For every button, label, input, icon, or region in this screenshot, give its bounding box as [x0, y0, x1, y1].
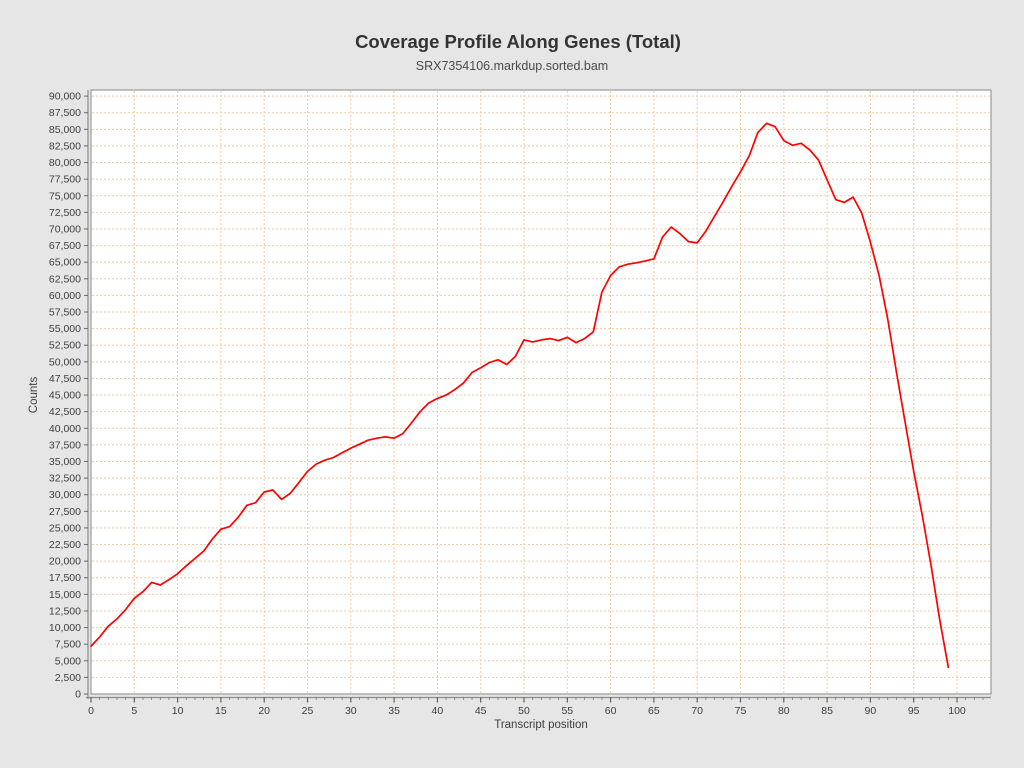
x-tick-label: 55 [561, 705, 573, 717]
y-tick-label: 35,000 [49, 456, 81, 468]
y-tick-label: 57,500 [49, 307, 81, 319]
axes [84, 90, 991, 703]
tick-labels: 0 2,500 5,000 7,500 10,000 12,500 15,000 17,500… [49, 91, 966, 717]
x-tick-label: 35 [388, 705, 400, 717]
x-tick-label: 0 [88, 705, 94, 717]
y-tick-label: 85,000 [49, 124, 81, 136]
y-tick-label: 0 [75, 689, 81, 701]
y-tick-label: 5,000 [55, 655, 81, 667]
y-tick-label: 2,500 [55, 672, 81, 684]
y-tick-label: 12,500 [49, 605, 81, 617]
x-tick-label: 60 [605, 705, 617, 717]
y-tick-label: 30,000 [49, 489, 81, 501]
chart-title: Coverage Profile Along Genes (Total) [355, 31, 681, 52]
x-tick-label: 95 [908, 705, 920, 717]
y-tick-label: 27,500 [49, 506, 81, 518]
y-tick-label: 52,500 [49, 340, 81, 352]
y-tick-label: 90,000 [49, 91, 81, 103]
y-tick-label: 45,000 [49, 390, 81, 402]
y-tick-label: 62,500 [49, 273, 81, 285]
x-tick-label: 75 [735, 705, 747, 717]
x-tick-label: 10 [172, 705, 184, 717]
x-tick-label: 90 [865, 705, 877, 717]
y-tick-label: 67,500 [49, 240, 81, 252]
gridlines [92, 91, 990, 693]
y-tick-label: 82,500 [49, 140, 81, 152]
coverage-line [90, 122, 950, 669]
y-tick-label: 32,500 [49, 473, 81, 485]
y-tick-label: 17,500 [49, 572, 81, 584]
y-axis-label: Counts [28, 377, 40, 414]
y-tick-label: 7,500 [55, 639, 81, 651]
x-tick-label: 40 [432, 705, 444, 717]
y-tick-label: 15,000 [49, 589, 81, 601]
x-tick-label: 65 [648, 705, 660, 717]
y-tick-label: 65,000 [49, 257, 81, 269]
y-tick-label: 47,500 [49, 373, 81, 385]
y-tick-label: 72,500 [49, 207, 81, 219]
y-tick-label: 80,000 [49, 157, 81, 169]
x-tick-label: 30 [345, 705, 357, 717]
x-tick-label: 5 [131, 705, 137, 717]
x-tick-label: 50 [518, 705, 530, 717]
series [90, 122, 950, 669]
x-tick-label: 100 [948, 705, 966, 717]
y-tick-label: 25,000 [49, 522, 81, 534]
y-tick-label: 42,500 [49, 406, 81, 418]
x-tick-label: 70 [691, 705, 703, 717]
y-tick-label: 75,000 [49, 190, 81, 202]
x-tick-label: 45 [475, 705, 487, 717]
y-tick-label: 87,500 [49, 107, 81, 119]
x-tick-label: 85 [821, 705, 833, 717]
y-tick-label: 22,500 [49, 539, 81, 551]
y-tick-label: 55,000 [49, 323, 81, 335]
y-tick-label: 40,000 [49, 423, 81, 435]
chart-subtitle: SRX7354106.markdup.sorted.bam [416, 59, 608, 73]
y-tick-label: 60,000 [49, 290, 81, 302]
x-tick-label: 15 [215, 705, 227, 717]
plot-area [90, 89, 992, 695]
x-tick-label: 20 [258, 705, 270, 717]
y-tick-label: 50,000 [49, 356, 81, 368]
x-axis-label: Transcript position [494, 719, 588, 731]
y-tick-label: 10,000 [49, 622, 81, 634]
y-tick-label: 20,000 [49, 556, 81, 568]
x-tick-label: 80 [778, 705, 790, 717]
y-tick-label: 37,500 [49, 439, 81, 451]
x-tick-label: 25 [302, 705, 314, 717]
y-tick-label: 77,500 [49, 174, 81, 186]
y-tick-label: 70,000 [49, 223, 81, 235]
